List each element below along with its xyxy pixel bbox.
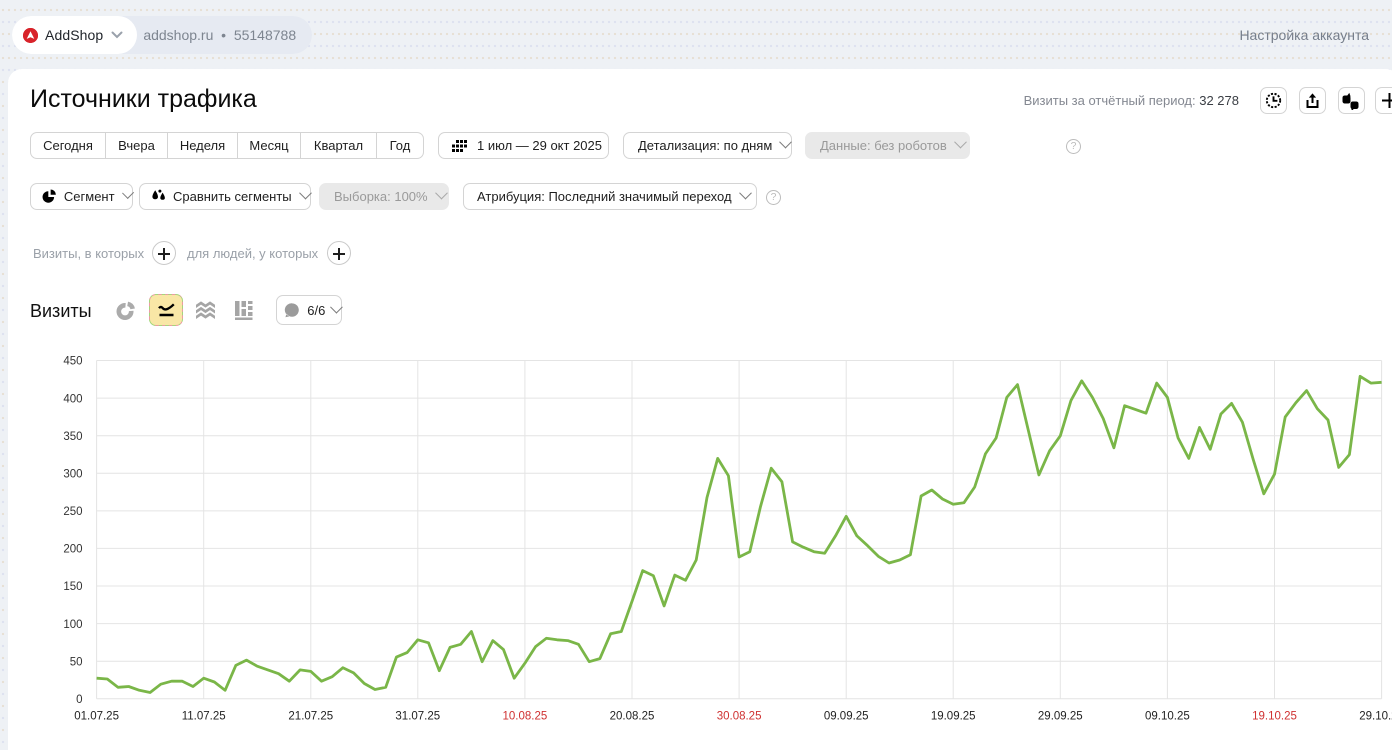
svg-text:200: 200: [63, 544, 82, 556]
svg-text:50: 50: [70, 656, 83, 668]
svg-text:19.10.25: 19.10.25: [1252, 711, 1297, 723]
svg-text:01.07.25: 01.07.25: [74, 711, 119, 723]
svg-text:20.08.25: 20.08.25: [610, 711, 655, 723]
svg-text:150: 150: [63, 581, 82, 593]
svg-text:31.07.25: 31.07.25: [395, 711, 440, 723]
svg-text:10.08.25: 10.08.25: [503, 711, 548, 723]
svg-text:400: 400: [63, 393, 82, 405]
svg-text:21.07.25: 21.07.25: [288, 711, 333, 723]
svg-text:100: 100: [63, 619, 82, 631]
svg-text:250: 250: [63, 506, 82, 518]
svg-text:0: 0: [76, 694, 82, 706]
svg-text:29.10.25: 29.10.25: [1359, 711, 1392, 723]
svg-text:450: 450: [63, 356, 82, 368]
svg-text:19.09.25: 19.09.25: [931, 711, 976, 723]
svg-text:30.08.25: 30.08.25: [717, 711, 762, 723]
svg-text:11.07.25: 11.07.25: [182, 711, 226, 723]
svg-text:29.09.25: 29.09.25: [1038, 711, 1083, 723]
svg-text:09.10.25: 09.10.25: [1145, 711, 1190, 723]
svg-text:350: 350: [63, 431, 82, 443]
svg-text:300: 300: [63, 469, 82, 481]
svg-text:09.09.25: 09.09.25: [824, 711, 869, 723]
